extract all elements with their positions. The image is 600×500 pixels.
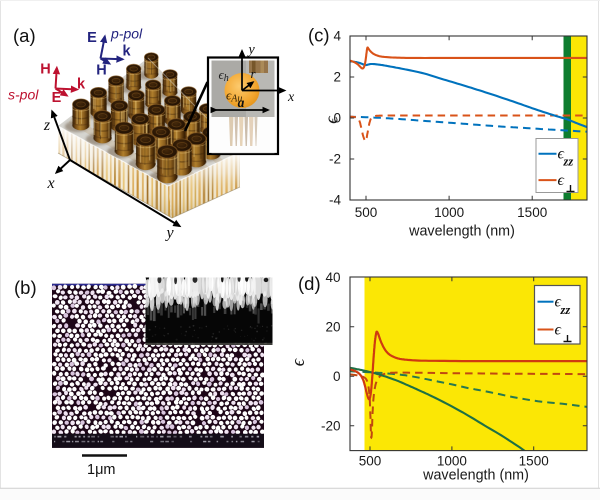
svg-text:H: H bbox=[96, 63, 106, 79]
svg-text:(b): (b) bbox=[14, 277, 37, 298]
svg-text:x: x bbox=[46, 175, 54, 192]
svg-text:(c): (c) bbox=[308, 25, 330, 46]
svg-text:ϵ: ϵ bbox=[323, 115, 343, 124]
svg-text:y: y bbox=[247, 43, 256, 58]
svg-text:H: H bbox=[40, 62, 50, 78]
svg-text:a: a bbox=[238, 95, 245, 110]
svg-text:0: 0 bbox=[333, 111, 341, 126]
svg-text:zz: zz bbox=[563, 155, 574, 169]
svg-text:k: k bbox=[122, 44, 131, 60]
svg-text:-20: -20 bbox=[321, 418, 341, 433]
svg-text:1000: 1000 bbox=[437, 453, 467, 468]
svg-text:r: r bbox=[251, 66, 257, 81]
svg-text:0: 0 bbox=[333, 369, 341, 384]
svg-text:4: 4 bbox=[333, 29, 341, 44]
svg-text:ϵh: ϵh bbox=[219, 67, 229, 84]
svg-text:E: E bbox=[52, 90, 62, 106]
svg-text:y: y bbox=[164, 225, 174, 242]
svg-text:2: 2 bbox=[333, 70, 341, 85]
svg-text:x: x bbox=[287, 90, 295, 105]
svg-text:ϵ: ϵ bbox=[558, 172, 565, 189]
svg-text:wavelength (nm): wavelength (nm) bbox=[408, 224, 515, 240]
svg-text:E: E bbox=[87, 30, 97, 46]
svg-text:z: z bbox=[43, 117, 51, 134]
svg-text:1500: 1500 bbox=[517, 205, 547, 220]
svg-text:ϵ: ϵ bbox=[555, 294, 562, 311]
svg-text:zz: zz bbox=[560, 303, 571, 317]
svg-text:500: 500 bbox=[355, 205, 378, 220]
svg-text:1000: 1000 bbox=[434, 205, 464, 220]
svg-text:wavelength (nm): wavelength (nm) bbox=[422, 468, 529, 484]
svg-text:(d): (d) bbox=[298, 273, 321, 294]
svg-text:20: 20 bbox=[325, 319, 340, 334]
svg-text:k: k bbox=[77, 77, 86, 93]
svg-text:s-pol: s-pol bbox=[8, 87, 39, 103]
svg-text:ϵ: ϵ bbox=[558, 146, 565, 163]
svg-text:500: 500 bbox=[359, 453, 382, 468]
svg-text:40: 40 bbox=[325, 270, 340, 285]
svg-text:-4: -4 bbox=[329, 193, 341, 208]
svg-text:ϵ: ϵ bbox=[289, 357, 309, 366]
svg-text:1500: 1500 bbox=[519, 453, 549, 468]
svg-text:(a): (a) bbox=[13, 25, 36, 46]
svg-text:p-pol: p-pol bbox=[110, 26, 143, 42]
svg-text:ϵ: ϵ bbox=[555, 321, 562, 338]
svg-text:1μm: 1μm bbox=[87, 462, 116, 478]
svg-text:-2: -2 bbox=[329, 152, 341, 167]
